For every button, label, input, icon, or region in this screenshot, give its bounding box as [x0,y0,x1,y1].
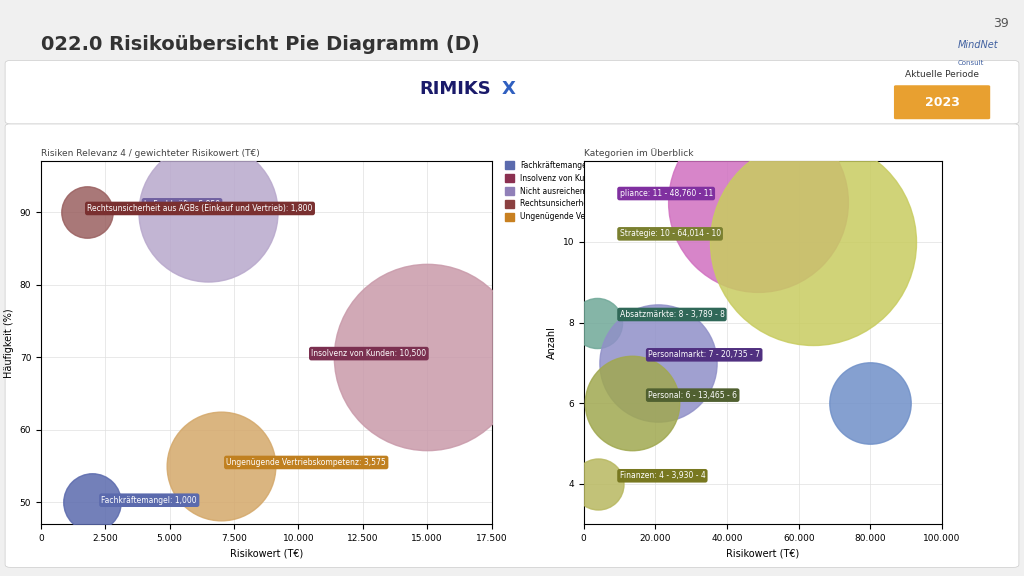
X-axis label: Risikowert (T€): Risikowert (T€) [726,548,800,559]
X-axis label: Risikowert (T€): Risikowert (T€) [229,548,303,559]
Point [862,399,879,408]
Text: Consult: Consult [957,60,984,66]
Y-axis label: Häufigkeit (%): Häufigkeit (%) [4,308,14,377]
Text: Personal: 6 - 13,465 - 6: Personal: 6 - 13,465 - 6 [648,391,737,400]
Point [79,207,95,217]
Point [213,461,229,471]
Legend: Fachkräftemangel, Insolvenz von Kunden, Nicht ausreichend qualifizierte Fachkräf: Fachkräftemangel, Insolvenz von Kunden, … [502,158,722,224]
Text: Finanzen: 4 - 3,930 - 4: Finanzen: 4 - 3,930 - 4 [620,471,706,480]
Text: Ungenügende Vertriebskompetenz: 3,575: Ungenügende Vertriebskompetenz: 3,575 [226,458,386,467]
Point [589,318,605,327]
Point [84,498,100,507]
Text: 2023: 2023 [925,96,959,109]
Text: Kategorien im Überblick: Kategorien im Überblick [584,148,693,158]
Text: 022.0 Risikoübersicht Pie Diagramm (D): 022.0 Risikoübersicht Pie Diagramm (D) [41,35,479,54]
Point [200,207,216,217]
Text: pliance: 11 - 48,760 - 11: pliance: 11 - 48,760 - 11 [620,189,713,198]
Text: Rechtsunsicherheit aus AGBs (Einkauf und Vertrieb): 1,800: Rechtsunsicherheit aus AGBs (Einkauf und… [87,204,312,213]
Point [590,479,606,488]
FancyBboxPatch shape [894,85,990,119]
Text: 39: 39 [993,17,1009,31]
FancyBboxPatch shape [5,124,1019,567]
Text: RIMIKS: RIMIKS [420,80,492,98]
Point [624,399,640,408]
Text: Insolvenz von Kunden: 10,500: Insolvenz von Kunden: 10,500 [311,349,426,358]
Y-axis label: Anzahl: Anzahl [547,326,557,359]
Text: Risiken Relevanz 4 / gewichteter Risikowert (T€): Risiken Relevanz 4 / gewichteter Risikow… [41,149,260,158]
Text: Strategie: 10 - 64,014 - 10: Strategie: 10 - 64,014 - 10 [620,229,721,238]
Point [751,197,767,206]
Text: Absatzmärkte: 8 - 3,789 - 8: Absatzmärkte: 8 - 3,789 - 8 [620,310,724,319]
Text: le Fachkräfte: 5,850: le Fachkräfte: 5,850 [144,200,220,209]
Text: Aktuelle Periode: Aktuelle Periode [905,70,979,79]
FancyBboxPatch shape [5,60,1019,124]
Text: X: X [502,80,516,98]
Text: Personalmarkt: 7 - 20,735 - 7: Personalmarkt: 7 - 20,735 - 7 [648,350,760,359]
Point [805,237,821,247]
Text: Fachkräftemangel: 1,000: Fachkräftemangel: 1,000 [101,496,197,505]
Point [419,353,435,362]
Text: MindNet: MindNet [957,40,998,50]
Point [650,358,667,367]
